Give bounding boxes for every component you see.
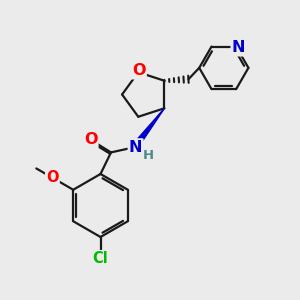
Text: O: O <box>46 170 59 185</box>
Text: O: O <box>132 63 146 78</box>
Text: H: H <box>142 149 154 162</box>
Text: O: O <box>84 132 97 147</box>
Polygon shape <box>134 108 164 146</box>
Text: N: N <box>232 40 245 55</box>
Text: N: N <box>129 140 142 154</box>
Text: Cl: Cl <box>93 251 108 266</box>
